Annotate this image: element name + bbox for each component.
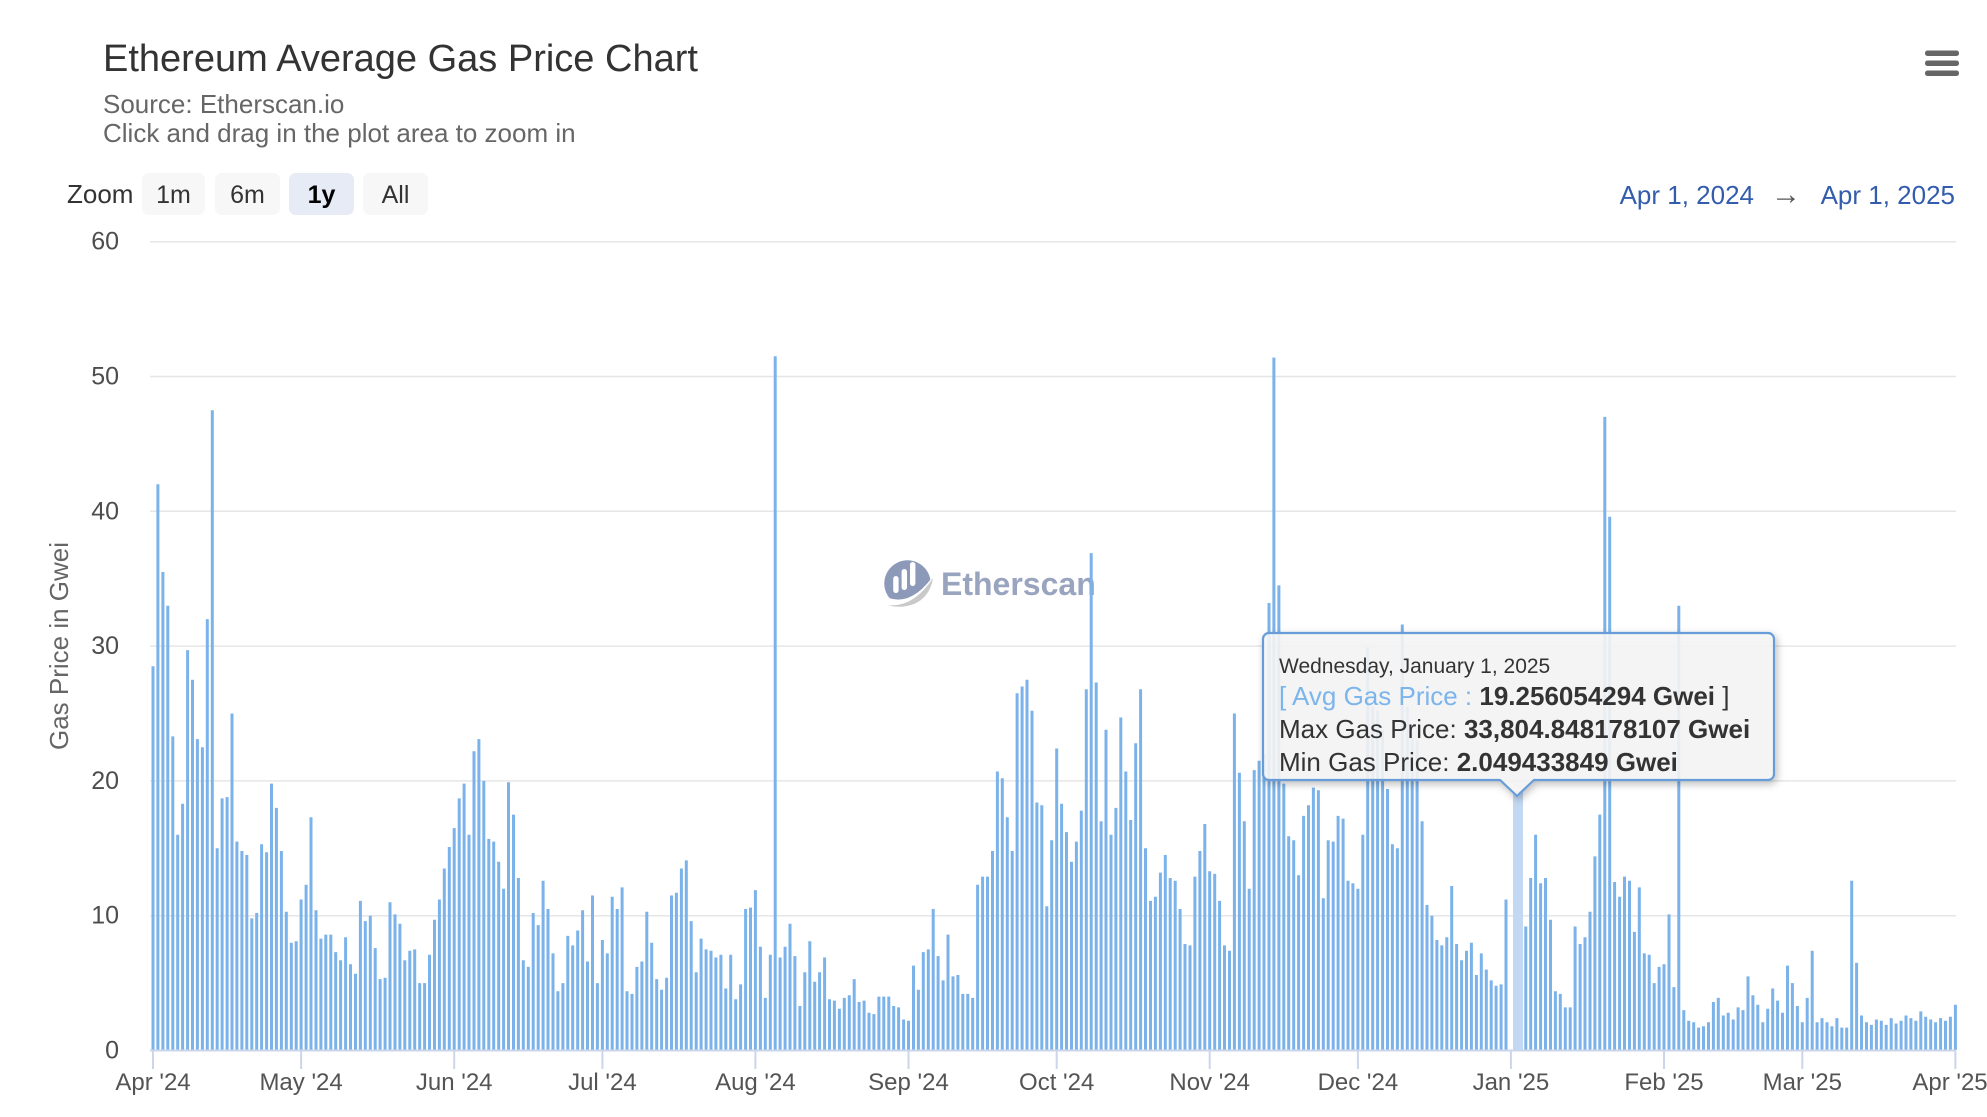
svg-text:Min Gas Price: 2.049433849 Gwe: Min Gas Price: 2.049433849 Gwei (1279, 747, 1678, 777)
svg-text:Aug '24: Aug '24 (715, 1069, 796, 1096)
svg-text:Gas Price in Gwei: Gas Price in Gwei (44, 542, 74, 750)
svg-text:1m: 1m (156, 181, 191, 209)
svg-text:Mar '25: Mar '25 (1763, 1069, 1842, 1096)
svg-text:Jan '25: Jan '25 (1473, 1069, 1550, 1096)
svg-text:Click and drag in the plot are: Click and drag in the plot area to zoom … (103, 118, 576, 148)
svg-text:20: 20 (91, 767, 119, 795)
svg-text:May '24: May '24 (259, 1069, 342, 1096)
svg-text:1y: 1y (308, 181, 336, 209)
svg-text:Jul '24: Jul '24 (568, 1069, 637, 1096)
svg-text:10: 10 (91, 902, 119, 930)
svg-text:Jun '24: Jun '24 (416, 1069, 493, 1096)
svg-text:60: 60 (91, 228, 119, 256)
svg-text:Apr '25: Apr '25 (1912, 1069, 1987, 1096)
svg-text:Feb '25: Feb '25 (1624, 1069, 1703, 1096)
svg-text:30: 30 (91, 632, 119, 660)
svg-text:50: 50 (91, 363, 119, 391)
svg-text:Sep '24: Sep '24 (868, 1069, 949, 1096)
svg-text:Apr '24: Apr '24 (115, 1069, 190, 1096)
svg-text:0: 0 (105, 1037, 119, 1065)
svg-text:Apr 1, 2025: Apr 1, 2025 (1821, 180, 1955, 210)
svg-text:Nov '24: Nov '24 (1169, 1069, 1250, 1096)
svg-text:Dec '24: Dec '24 (1318, 1069, 1399, 1096)
svg-text:Ethereum Average Gas Price Cha: Ethereum Average Gas Price Chart (103, 38, 698, 80)
svg-text:Source: Etherscan.io: Source: Etherscan.io (103, 89, 344, 119)
svg-text:Max Gas Price: 33,804.84817810: Max Gas Price: 33,804.848178107 Gwei (1279, 714, 1750, 744)
svg-text:→: → (1771, 178, 1801, 211)
svg-text:Apr 1, 2024: Apr 1, 2024 (1620, 180, 1754, 210)
svg-text:Etherscan: Etherscan (941, 566, 1096, 602)
svg-text:Zoom: Zoom (67, 179, 133, 209)
svg-text:6m: 6m (230, 181, 265, 209)
svg-text:Oct '24: Oct '24 (1019, 1069, 1094, 1096)
svg-text:All: All (382, 181, 410, 209)
svg-text:[ Avg Gas Price : 19.256054294: [ Avg Gas Price : 19.256054294 Gwei ] (1279, 681, 1729, 711)
svg-text:40: 40 (91, 497, 119, 525)
svg-text:Wednesday, January 1, 2025: Wednesday, January 1, 2025 (1279, 655, 1550, 678)
